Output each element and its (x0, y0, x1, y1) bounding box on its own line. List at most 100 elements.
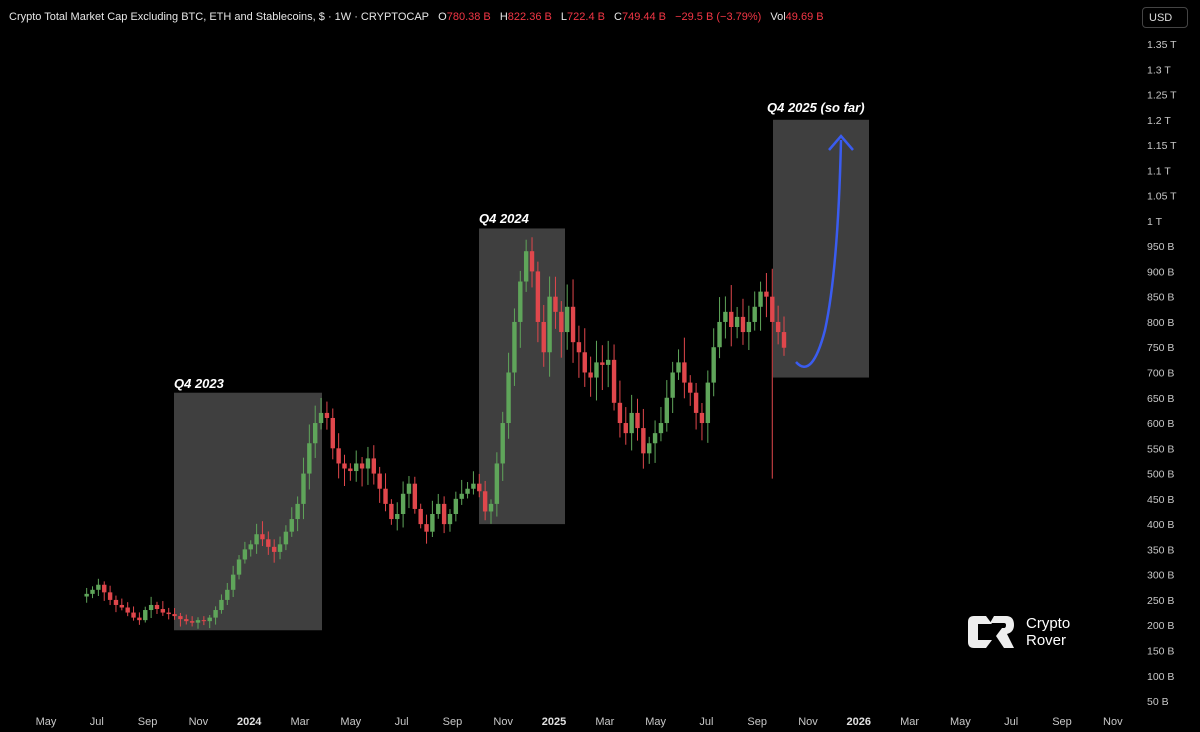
y-tick-label: 600 B (1147, 418, 1174, 430)
y-tick-label: 1.3 T (1147, 64, 1171, 76)
low-label: L (560, 11, 568, 23)
candle-body (172, 614, 177, 617)
y-tick-label: 1.35 T (1147, 39, 1177, 51)
candle-body (459, 493, 464, 499)
x-tick-label: Nov (189, 716, 209, 728)
candle-body (436, 503, 441, 515)
candle-body (617, 402, 623, 424)
candle-body (213, 610, 218, 618)
x-tick-label: Jul (90, 716, 104, 728)
candle-body (90, 589, 95, 594)
candle-body (119, 604, 125, 608)
candle-body (96, 584, 101, 590)
candle-body (705, 382, 711, 424)
candle-body (746, 321, 752, 333)
y-tick-label: 650 B (1147, 393, 1174, 405)
candle-body (523, 251, 529, 282)
candle-body (623, 423, 628, 434)
candle-body (248, 544, 253, 550)
candle-body (564, 306, 570, 333)
candle-body (482, 491, 488, 512)
candle-body (371, 458, 376, 474)
x-tick-label: Sep (138, 716, 158, 728)
candle-body (658, 423, 664, 434)
candle-body (102, 584, 107, 593)
candle-body (611, 359, 617, 403)
y-tick-label: 250 B (1147, 595, 1174, 607)
candle-body (676, 362, 681, 373)
y-tick-label: 800 B (1147, 317, 1174, 329)
candle-body (184, 619, 189, 622)
candle-body (230, 574, 236, 590)
y-tick-label: 300 B (1147, 570, 1174, 582)
candle-body (195, 620, 201, 623)
x-tick-label: 2025 (542, 716, 566, 728)
candle-body (107, 592, 113, 600)
candle-body (535, 271, 541, 322)
candle-body (207, 617, 212, 622)
candle-body (131, 612, 136, 618)
candle-body (342, 463, 347, 469)
candle-body (570, 306, 576, 343)
candle-body (254, 534, 259, 545)
x-tick-label: Jul (1004, 716, 1018, 728)
candle-body (594, 362, 599, 378)
y-tick-label: 50 B (1147, 696, 1169, 708)
candle-body (529, 251, 535, 272)
candle-body (330, 417, 335, 449)
x-tick-label: Jul (395, 716, 409, 728)
vol-label: Vol (770, 11, 786, 23)
candle-body (740, 316, 746, 333)
candle-body (313, 423, 318, 444)
candle-body (711, 347, 716, 383)
x-tick-label: Sep (747, 716, 767, 728)
x-tick-label: Sep (443, 716, 463, 728)
x-tick-label: May (340, 716, 361, 728)
change-value: −29.5 B (−3.79%) (675, 11, 762, 23)
open-value: 780.38 B (446, 11, 491, 23)
candle-body (547, 296, 552, 353)
y-tick-label: 1.1 T (1147, 165, 1171, 177)
x-tick-label: 2024 (237, 716, 262, 728)
candle-body (500, 423, 505, 464)
candle-body (277, 544, 283, 552)
candle-body (670, 372, 675, 398)
x-tick-label: Mar (291, 716, 310, 728)
candle-body (160, 609, 166, 613)
y-tick-label: 550 B (1147, 443, 1174, 455)
logo-text-2: Rover (1026, 632, 1067, 649)
currency-button[interactable]: USD (1142, 7, 1188, 28)
x-tick-label: 2026 (847, 716, 871, 728)
candle-body (354, 463, 359, 472)
symbol-title: Crypto Total Market Cap Excluding BTC, E… (9, 11, 429, 23)
candle-body (295, 503, 300, 520)
candle-body (447, 514, 453, 525)
candle-body (582, 352, 587, 373)
x-tick-label: Nov (1103, 716, 1123, 728)
candle-body (283, 531, 289, 545)
y-tick-label: 1 T (1147, 216, 1163, 228)
candle-body (113, 599, 119, 605)
candle-body (693, 392, 699, 413)
candle-body (441, 503, 447, 525)
candle-body (406, 483, 412, 494)
candle-body (512, 321, 517, 373)
quarter-highlight-box (773, 119, 869, 378)
candle-body (266, 539, 271, 547)
candle-body (647, 443, 652, 454)
open-label: O (438, 11, 447, 23)
quarter-label: Q4 2024 (479, 211, 530, 226)
candle-body (271, 546, 277, 552)
candle-body (301, 473, 306, 504)
y-tick-label: 700 B (1147, 368, 1174, 380)
candle-body (377, 473, 382, 489)
candle-body (389, 503, 394, 520)
candle-body (137, 617, 142, 621)
close-value: 749.44 B (621, 11, 667, 23)
candle-body (395, 514, 400, 520)
x-tick-label: May (645, 716, 666, 728)
candle-body (178, 616, 183, 620)
candle-body (400, 493, 406, 515)
